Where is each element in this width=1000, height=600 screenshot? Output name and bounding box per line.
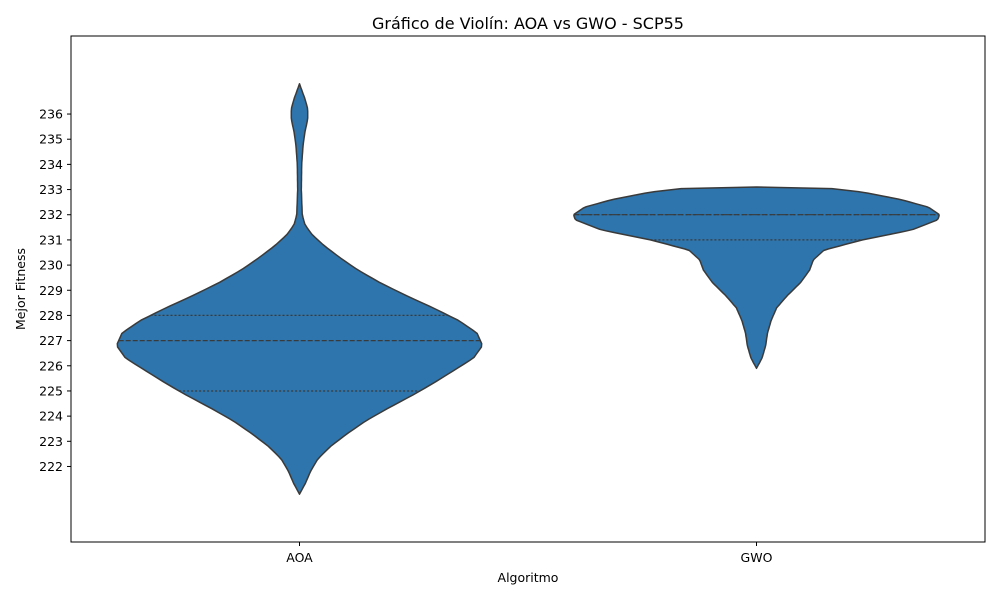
violin-gwo	[573, 186, 940, 370]
y-tick-label: 231	[39, 232, 63, 247]
y-tick-label: 233	[39, 182, 63, 197]
y-tick-label: 227	[39, 333, 63, 348]
y-tick-label: 230	[39, 258, 63, 273]
quartile-lines-layer	[118, 214, 940, 392]
y-tick-label: 225	[39, 383, 63, 398]
y-tick-label: 235	[39, 132, 63, 147]
y-tick-label: 222	[39, 459, 63, 474]
y-tick-label: 223	[39, 434, 63, 449]
x-axis: AOA GWO	[286, 542, 773, 565]
y-axis: 222 223 224 225 226 227 228 229 230 231 232 233 234 2…	[39, 107, 71, 474]
y-tick-label: 229	[39, 283, 63, 298]
x-tick-label-aoa: AOA	[286, 550, 313, 565]
y-tick-label: 224	[39, 409, 63, 424]
y-tick-label: 232	[39, 207, 63, 222]
chart-title: Gráfico de Violín: AOA vs GWO - SCP55	[372, 14, 684, 33]
y-tick-label: 234	[39, 157, 63, 172]
y-tick-label: 226	[39, 358, 63, 373]
x-axis-label: Algoritmo	[498, 570, 559, 585]
y-tick-label: 236	[39, 107, 63, 122]
y-tick-label: 228	[39, 308, 63, 323]
y-axis-label: Mejor Fitness	[13, 248, 28, 330]
plot-frame	[70, 35, 986, 543]
x-tick-label-gwo: GWO	[741, 550, 773, 565]
